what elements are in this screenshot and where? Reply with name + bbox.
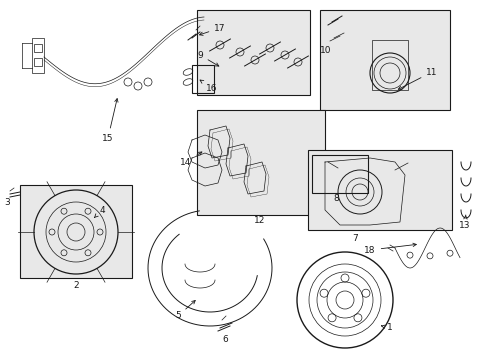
Text: 16: 16 <box>200 80 217 93</box>
Bar <box>319 10 449 110</box>
Text: 11: 11 <box>398 68 437 89</box>
Bar <box>197 110 325 215</box>
Text: 2: 2 <box>73 282 79 291</box>
Bar <box>34 58 42 66</box>
Text: 3: 3 <box>4 198 10 207</box>
Bar <box>371 40 407 90</box>
Text: 10: 10 <box>320 45 331 54</box>
Text: 8: 8 <box>332 194 338 202</box>
Text: 18: 18 <box>364 243 415 255</box>
Text: 12: 12 <box>254 216 265 225</box>
Bar <box>20 185 132 278</box>
Text: 13: 13 <box>458 215 470 230</box>
Bar <box>192 65 214 93</box>
Text: 15: 15 <box>102 99 118 143</box>
Text: 5: 5 <box>175 301 195 320</box>
Text: 7: 7 <box>351 234 357 243</box>
Bar <box>197 10 309 95</box>
Text: 1: 1 <box>381 324 392 333</box>
Bar <box>34 44 42 52</box>
Text: 9: 9 <box>197 50 218 66</box>
Text: 6: 6 <box>222 334 227 343</box>
Text: 17: 17 <box>199 23 225 35</box>
Bar <box>307 150 451 230</box>
Bar <box>32 38 44 73</box>
Text: 4: 4 <box>94 206 104 218</box>
Bar <box>311 155 367 193</box>
Text: 14: 14 <box>180 152 202 166</box>
